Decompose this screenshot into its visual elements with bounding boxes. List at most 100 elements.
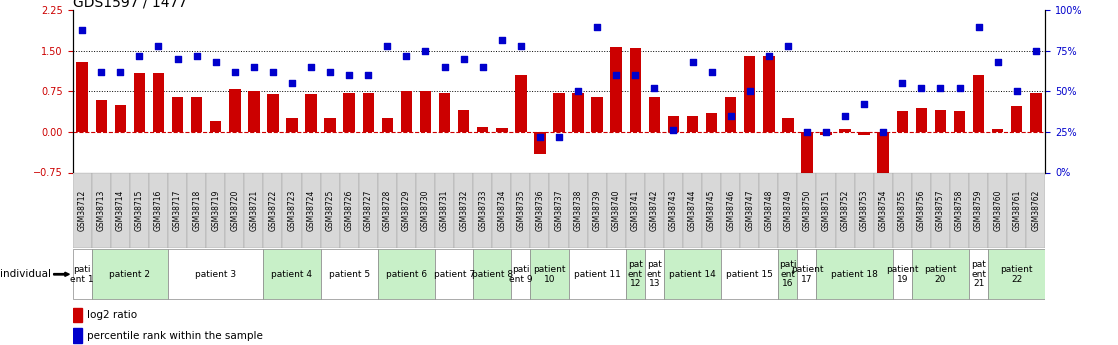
Bar (362, 93, 375, 132)
Point (950, 86, 968, 91)
Bar (988, 172, 1007, 248)
Bar (816, 172, 835, 248)
Bar (381, 118, 394, 132)
Point (988, 59, 1006, 65)
Bar (591, 97, 603, 132)
Bar (553, 93, 565, 132)
Bar (73, 308, 83, 322)
Text: GSM38737: GSM38737 (555, 190, 563, 231)
Bar (473, 249, 511, 299)
Bar (629, 48, 641, 132)
Bar (1026, 172, 1045, 248)
Bar (969, 249, 988, 299)
Text: pati
ent 1: pati ent 1 (70, 265, 94, 284)
Point (874, 129, 892, 135)
Bar (172, 97, 183, 132)
Bar (435, 172, 454, 248)
Text: patient 14: patient 14 (670, 270, 716, 279)
Text: GSM38719: GSM38719 (211, 190, 220, 231)
Text: pati
ent 9: pati ent 9 (509, 265, 532, 284)
Point (722, 113, 740, 119)
Bar (321, 172, 340, 248)
Point (226, 69, 244, 75)
Text: GSM38735: GSM38735 (517, 190, 525, 231)
Bar (73, 328, 83, 343)
Text: GSM38745: GSM38745 (707, 190, 716, 231)
Bar (588, 172, 607, 248)
Text: GSM38714: GSM38714 (116, 190, 125, 231)
Bar (724, 97, 737, 132)
Text: GSM38717: GSM38717 (173, 190, 182, 231)
Bar (897, 111, 908, 132)
Bar (950, 172, 969, 248)
Text: GSM38756: GSM38756 (917, 190, 926, 231)
Bar (893, 172, 912, 248)
Bar (1007, 172, 1026, 248)
Text: GDS1597 / 1477: GDS1597 / 1477 (73, 0, 187, 9)
Point (607, 72, 625, 78)
Point (378, 43, 396, 49)
Bar (511, 172, 530, 248)
Text: patient 5: patient 5 (329, 270, 370, 279)
Text: patient 15: patient 15 (727, 270, 774, 279)
Text: GSM38750: GSM38750 (803, 190, 812, 231)
Text: pat
ent
12: pat ent 12 (628, 260, 643, 288)
Bar (743, 56, 756, 132)
Point (512, 43, 530, 49)
Bar (648, 97, 660, 132)
Bar (191, 97, 202, 132)
Bar (664, 249, 721, 299)
Point (550, 134, 568, 140)
Text: GSM38730: GSM38730 (421, 190, 430, 231)
Text: GSM38713: GSM38713 (97, 190, 106, 231)
Bar (759, 172, 778, 248)
Bar (397, 172, 416, 248)
Bar (73, 172, 92, 248)
Text: patient 3: patient 3 (196, 270, 236, 279)
Text: log2 ratio: log2 ratio (87, 310, 138, 320)
Bar (324, 118, 335, 132)
Point (417, 48, 435, 54)
Bar (912, 172, 931, 248)
Point (893, 80, 911, 86)
Text: GSM38747: GSM38747 (746, 190, 755, 231)
Text: patient
19: patient 19 (887, 265, 919, 284)
Point (969, 24, 987, 29)
Bar (783, 118, 794, 132)
Text: patient
10: patient 10 (533, 265, 566, 284)
Bar (740, 172, 759, 248)
Bar (1011, 106, 1023, 132)
Bar (797, 249, 816, 299)
Text: GSM38723: GSM38723 (287, 190, 296, 231)
Bar (667, 116, 679, 132)
Point (264, 69, 282, 75)
Text: GSM38742: GSM38742 (650, 190, 659, 231)
Bar (153, 72, 164, 132)
Text: GSM38718: GSM38718 (192, 190, 201, 231)
Text: GSM38760: GSM38760 (993, 190, 1002, 231)
Text: GSM38732: GSM38732 (459, 190, 468, 231)
Point (1026, 48, 1044, 54)
Text: percentile rank within the sample: percentile rank within the sample (87, 331, 263, 341)
Bar (645, 249, 664, 299)
Bar (343, 93, 354, 132)
Bar (416, 172, 435, 248)
Text: GSM38734: GSM38734 (498, 190, 506, 231)
Text: patient 8: patient 8 (472, 270, 513, 279)
Bar (607, 172, 626, 248)
Bar (340, 172, 359, 248)
Bar (419, 91, 432, 132)
Bar (778, 249, 797, 299)
Point (150, 43, 168, 49)
Text: patient
17: patient 17 (790, 265, 823, 284)
Text: patient 4: patient 4 (272, 270, 313, 279)
Text: patient 18: patient 18 (831, 270, 878, 279)
Bar (721, 249, 778, 299)
Point (188, 53, 206, 59)
Point (455, 56, 473, 62)
Bar (76, 62, 88, 132)
Bar (267, 94, 278, 132)
Bar (840, 129, 851, 132)
Bar (305, 94, 316, 132)
Bar (912, 249, 969, 299)
